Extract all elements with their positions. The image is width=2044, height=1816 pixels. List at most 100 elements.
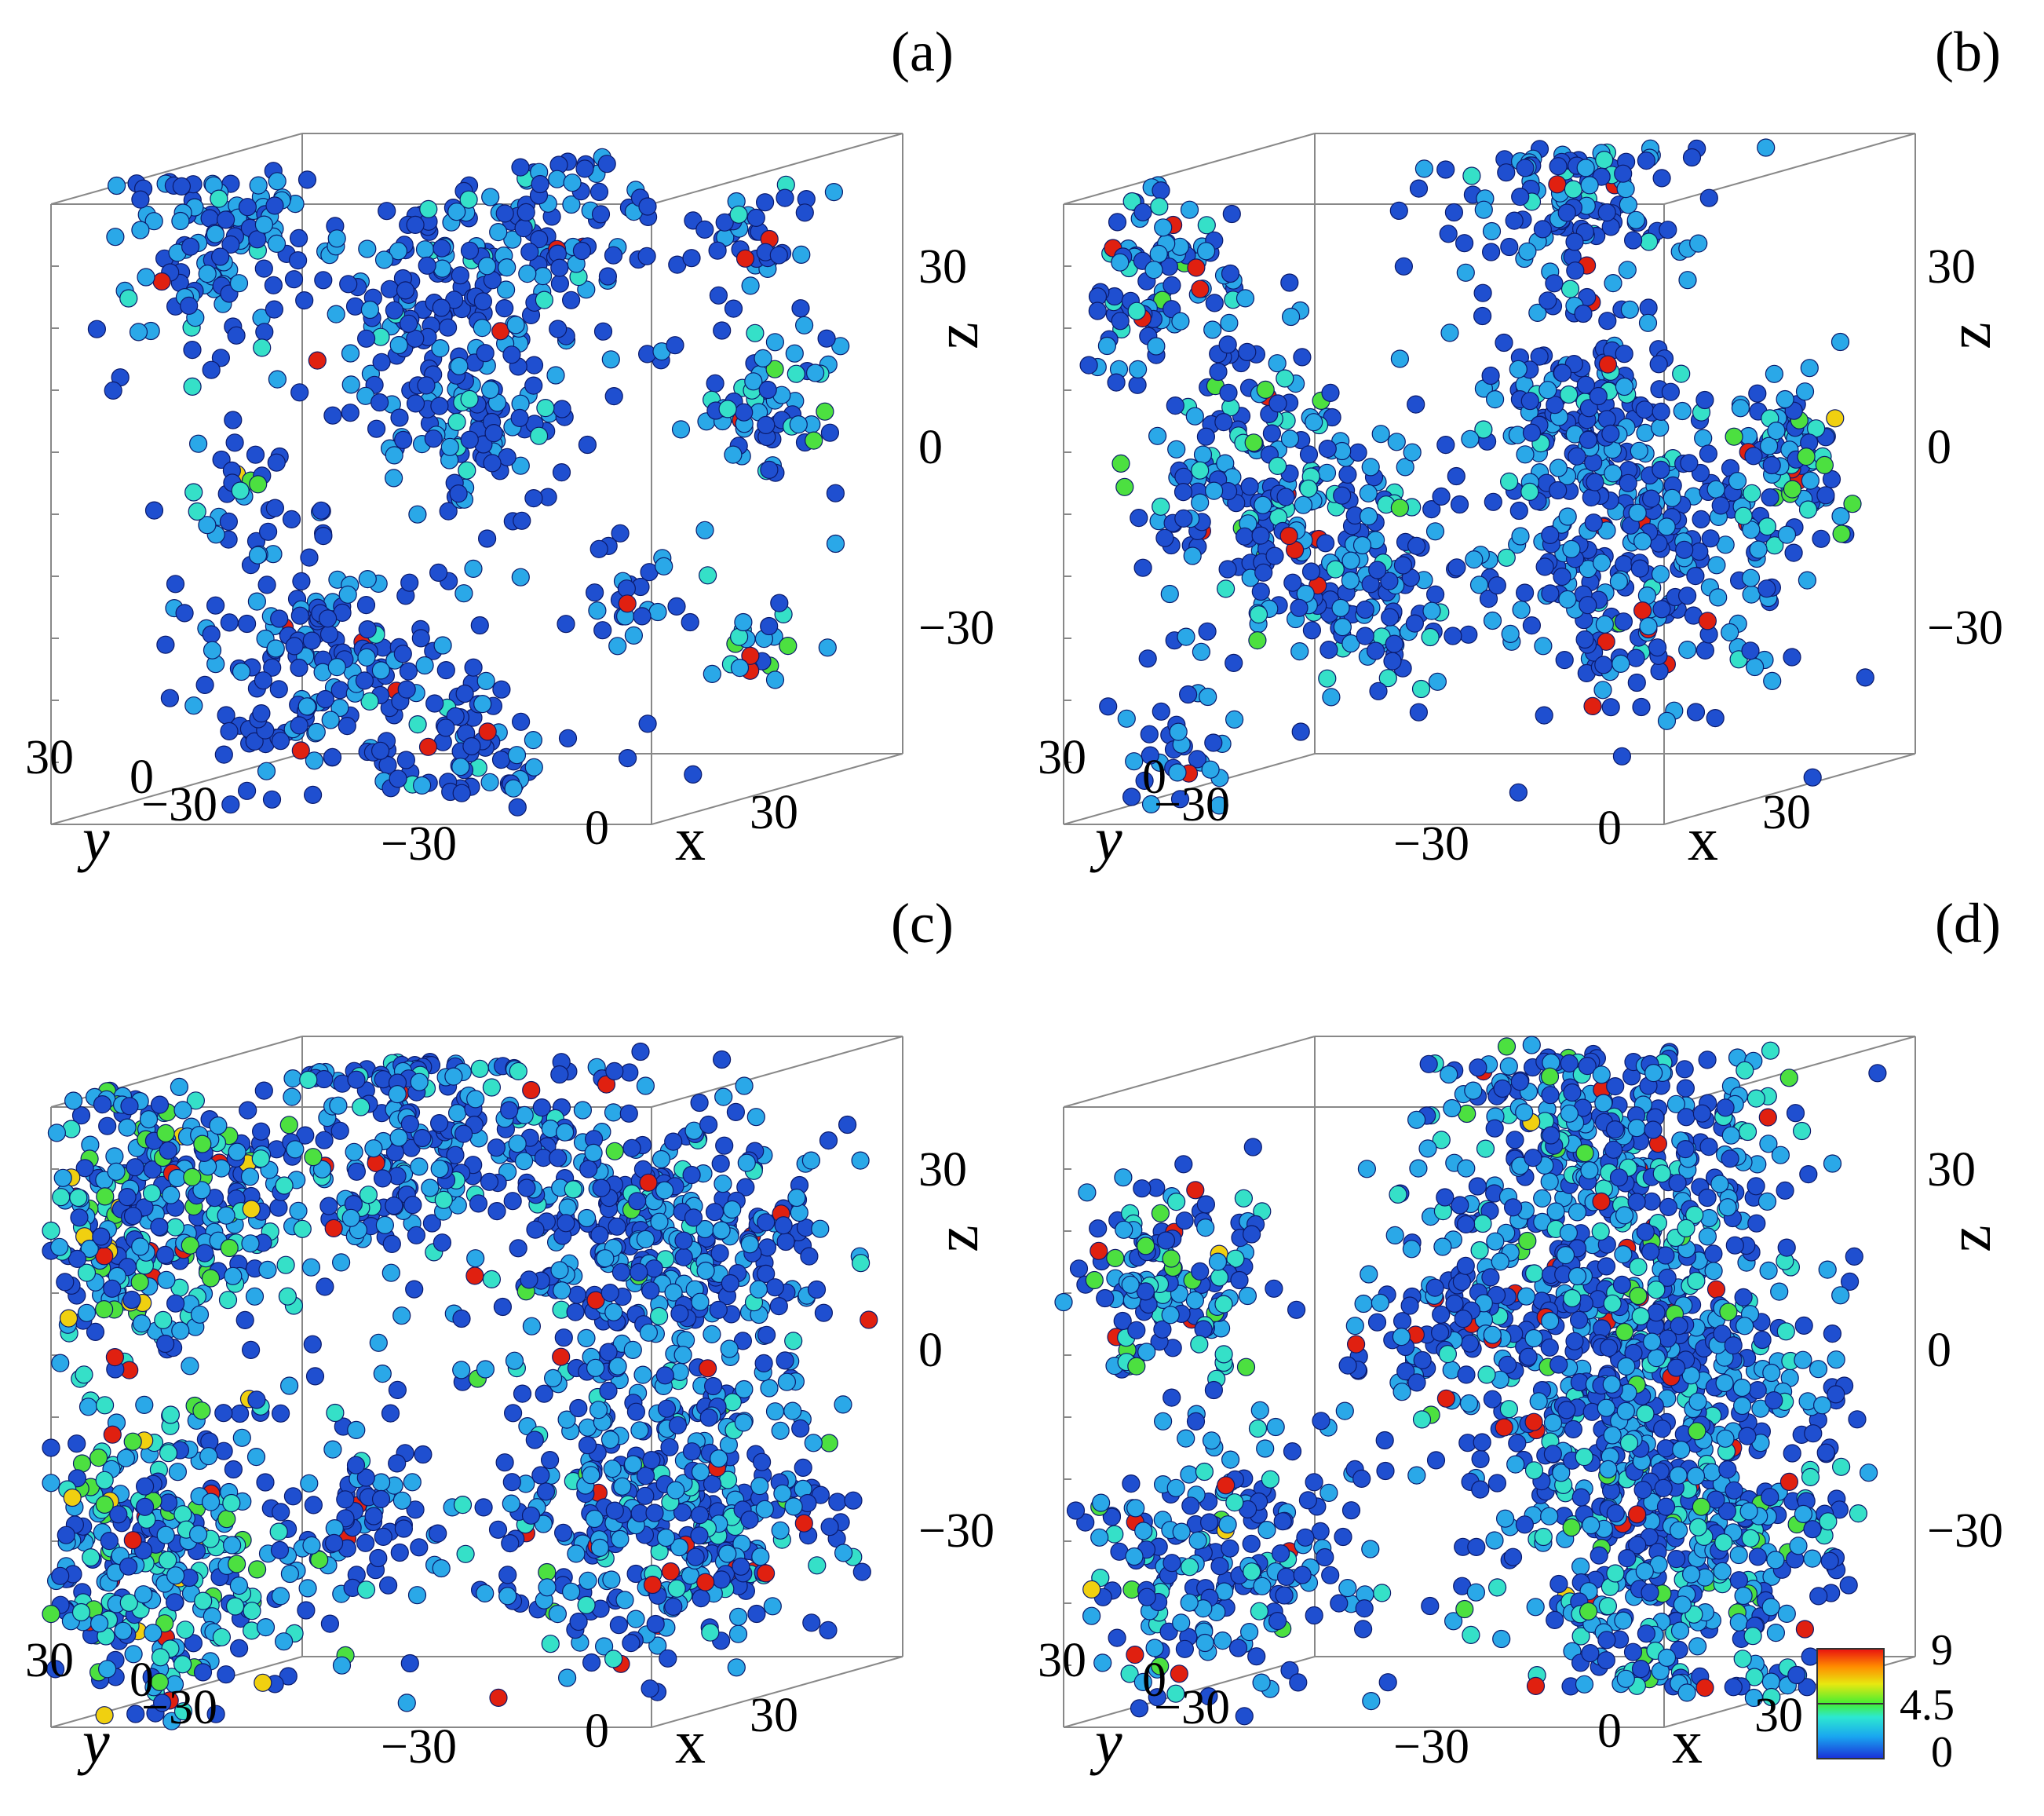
particle-sphere — [289, 1201, 308, 1220]
particle-sphere — [1280, 273, 1299, 292]
particle-sphere — [1482, 221, 1502, 241]
particle-sphere — [230, 1639, 249, 1658]
particle-sphere — [347, 1070, 366, 1089]
particle-sphere — [171, 1321, 190, 1340]
particle-sphere — [406, 394, 425, 413]
particle-sphere — [615, 1591, 634, 1610]
particle-sphere — [1199, 687, 1217, 707]
particle-sphere — [1765, 1390, 1783, 1410]
particle-sphere — [525, 1431, 544, 1449]
particle-sphere — [161, 1405, 180, 1424]
particle-sphere — [218, 1291, 238, 1310]
particle-sphere — [1845, 1247, 1863, 1266]
particle-sphere — [53, 1168, 72, 1187]
particle-sphere — [557, 1668, 577, 1687]
particle-sphere — [271, 732, 290, 751]
particle-sphere — [1641, 489, 1661, 508]
particle-sphere — [264, 276, 283, 294]
panel-a-y-axis-label: y — [77, 805, 110, 873]
particle-sphere — [400, 573, 419, 592]
particle-sphere — [1541, 525, 1560, 545]
particle-sphere — [166, 1294, 185, 1313]
particle-sphere — [557, 615, 575, 634]
particle-sphere — [553, 1281, 571, 1300]
particle-sphere — [1409, 179, 1429, 198]
particle-sphere — [305, 1367, 325, 1386]
particle-sphere — [1333, 617, 1352, 637]
particle-sphere — [1584, 513, 1603, 532]
particle-sphere — [1721, 1126, 1740, 1145]
particle-sphere — [1127, 301, 1146, 320]
particle-sphere — [1603, 1294, 1622, 1313]
particle-sphere — [410, 1538, 429, 1557]
particle-sphere — [535, 290, 554, 309]
particle-sphere — [667, 597, 686, 616]
particle-sphere — [1366, 641, 1385, 660]
particle-sphere — [1678, 271, 1697, 290]
particle-sphere — [533, 267, 553, 286]
particle-sphere — [1485, 390, 1505, 409]
particle-sphere — [1559, 1223, 1579, 1242]
panel-c: (c) 30 0 −30 z −30 0 30 x 30 0 −30 y — [25, 892, 995, 1776]
particle-sphere — [578, 435, 597, 455]
particle-sphere — [1728, 471, 1747, 491]
particle-sphere — [1742, 585, 1761, 604]
particle-sphere — [503, 230, 522, 249]
particle-sphere — [589, 182, 609, 201]
particle-sphere — [392, 1491, 412, 1510]
particle-sphere — [290, 606, 309, 625]
particle-sphere — [1565, 1332, 1584, 1350]
panel-b-y-tick-30: 30 — [1038, 731, 1086, 784]
particle-sphere — [1669, 1521, 1688, 1540]
particle-sphere — [1763, 671, 1782, 691]
particle-sphere — [579, 1571, 597, 1590]
particle-sphere — [776, 1232, 795, 1251]
particle-sphere — [1359, 484, 1378, 502]
particle-sphere — [1789, 1536, 1808, 1555]
panel-b-z-axis-label: z — [1935, 322, 2003, 349]
particle-sphere — [666, 1481, 685, 1500]
particle-sphere — [64, 1091, 83, 1110]
particle-sphere — [692, 1588, 710, 1608]
particle-sphere — [741, 646, 760, 665]
particle-sphere — [639, 1173, 658, 1192]
particle-sphere — [456, 1544, 475, 1563]
particle-sphere — [388, 1085, 407, 1104]
particle-sphere — [500, 1101, 519, 1120]
particle-sphere — [1149, 244, 1168, 263]
particle-sphere — [1620, 300, 1640, 319]
particle-sphere — [715, 213, 734, 232]
particle-sphere — [549, 320, 568, 338]
particle-sphere — [834, 1395, 852, 1414]
particle-sphere — [385, 301, 403, 320]
particle-sphere — [410, 1072, 429, 1091]
particle-sphere — [315, 1131, 334, 1149]
particle-sphere — [1809, 1587, 1828, 1606]
particle-sphere — [375, 1215, 394, 1234]
particle-sphere — [1583, 696, 1602, 716]
particle-sphere — [506, 316, 525, 334]
particle-sphere — [220, 613, 239, 632]
particle-sphere — [1524, 1264, 1544, 1283]
particle-sphere — [1249, 605, 1268, 624]
particle-sphere — [648, 602, 667, 622]
particle-sphere — [671, 420, 691, 439]
particle-sphere — [1487, 575, 1506, 595]
particle-sphere — [1393, 556, 1412, 575]
particle-sphere — [526, 1220, 545, 1239]
particle-sphere — [168, 1463, 187, 1482]
particle-sphere — [223, 1536, 242, 1555]
particle-sphere — [228, 1142, 246, 1161]
particle-sphere — [524, 376, 543, 395]
particle-sphere — [1767, 421, 1786, 440]
particle-sphere — [684, 1208, 703, 1227]
particle-sphere — [682, 249, 701, 268]
particle-sphere — [249, 475, 268, 494]
particle-sphere — [476, 1360, 495, 1379]
particle-sphere — [1193, 445, 1213, 464]
particle-sphere — [82, 1547, 100, 1567]
particle-sphere — [626, 1402, 646, 1421]
particle-sphere — [789, 415, 808, 434]
particle-sphere — [1322, 688, 1341, 707]
particle-sphere — [1639, 617, 1658, 636]
